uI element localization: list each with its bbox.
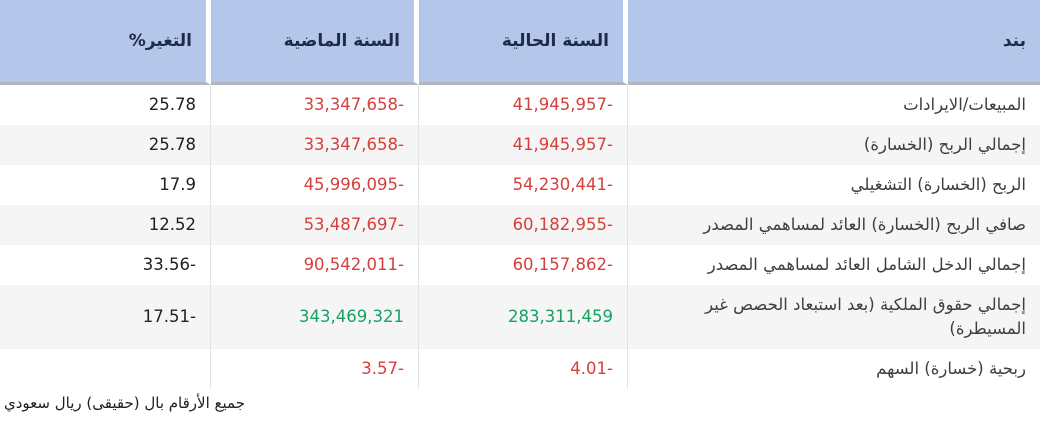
change-pct-cell: 17.9 bbox=[0, 165, 211, 205]
item-cell: إجمالي الربح (الخسارة) bbox=[628, 125, 1040, 165]
table-row: إجمالي الدخل الشامل العائد لمساهمي المصد… bbox=[0, 245, 1040, 285]
last-year-cell: 343,469,321 bbox=[211, 285, 419, 349]
table-row: الربح (الخسارة) التشغيلي 54,230,441- 45,99… bbox=[0, 165, 1040, 205]
change-pct-cell: 25.78 bbox=[0, 85, 211, 125]
change-pct-cell: 33.56- bbox=[0, 245, 211, 285]
financial-summary-table: بند السنة الحالية السنة الماضية التغير% … bbox=[0, 0, 1040, 389]
col-header-item: بند bbox=[628, 0, 1040, 85]
change-pct-cell: 25.78 bbox=[0, 125, 211, 165]
current-year-cell: 60,182,955- bbox=[419, 205, 628, 245]
last-year-cell: 45,996,095- bbox=[211, 165, 419, 205]
table-header: بند السنة الحالية السنة الماضية التغير% bbox=[0, 0, 1040, 85]
current-year-cell: 283,311,459 bbox=[419, 285, 628, 349]
table-row: ربحية (خسارة) السهم 4.01- 3.57- bbox=[0, 349, 1040, 389]
table-row: المبيعات/الايرادات 41,945,957- 33,347,658-… bbox=[0, 85, 1040, 125]
header-row: بند السنة الحالية السنة الماضية التغير% bbox=[0, 0, 1040, 85]
col-header-last-year: السنة الماضية bbox=[211, 0, 419, 85]
last-year-cell: 33,347,658- bbox=[211, 125, 419, 165]
last-year-cell: 53,487,697- bbox=[211, 205, 419, 245]
last-year-cell: 33,347,658- bbox=[211, 85, 419, 125]
item-cell: إجمالي حقوق الملكية (بعد استبعاد الحصص غ… bbox=[628, 285, 1040, 349]
last-year-cell: 90,542,011- bbox=[211, 245, 419, 285]
item-cell: ربحية (خسارة) السهم bbox=[876, 359, 1026, 378]
current-year-cell: 54,230,441- bbox=[419, 165, 628, 205]
table-body: المبيعات/الايرادات 41,945,957- 33,347,658-… bbox=[0, 85, 1040, 389]
item-cell: صافي الربح (الخسارة) العائد لمساهمي المص… bbox=[628, 205, 1040, 245]
table-row: صافي الربح (الخسارة) العائد لمساهمي المص… bbox=[0, 205, 1040, 245]
last-year-cell: 3.57- bbox=[211, 349, 419, 389]
item-cell: الربح (الخسارة) التشغيلي bbox=[850, 175, 1026, 194]
item-cell: إجمالي الدخل الشامل العائد لمساهمي المصد… bbox=[707, 255, 1026, 274]
current-year-cell: 4.01- bbox=[419, 349, 628, 389]
current-year-cell: 41,945,957- bbox=[419, 125, 628, 165]
col-header-change-pct: التغير% bbox=[0, 0, 211, 85]
item-cell: المبيعات/الايرادات bbox=[903, 95, 1026, 114]
col-header-current-year: السنة الحالية bbox=[419, 0, 628, 85]
change-pct-cell: 12.52 bbox=[0, 205, 211, 245]
change-pct-cell bbox=[0, 349, 211, 389]
table-row: إجمالي حقوق الملكية (بعد استبعاد الحصص غ… bbox=[0, 285, 1040, 349]
current-year-cell: 60,157,862- bbox=[419, 245, 628, 285]
currency-note: جميع الأرقام بال (حقيقى) ريال سعودي bbox=[4, 394, 245, 412]
current-year-cell: 41,945,957- bbox=[419, 85, 628, 125]
change-pct-cell: 17.51- bbox=[0, 285, 211, 349]
table-row: إجمالي الربح (الخسارة) 41,945,957- 33,347,… bbox=[0, 125, 1040, 165]
